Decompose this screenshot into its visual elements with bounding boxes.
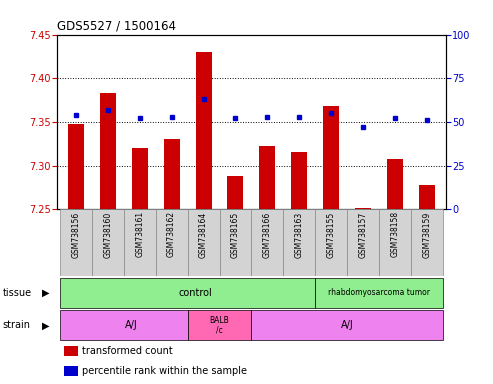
Text: ▶: ▶ — [42, 320, 49, 331]
Bar — [187, 310, 251, 341]
Bar — [419, 185, 435, 209]
Bar — [283, 209, 316, 276]
Bar — [291, 152, 307, 209]
Text: control: control — [178, 288, 212, 298]
Bar — [227, 176, 244, 209]
Bar — [65, 346, 78, 356]
Text: GSM738165: GSM738165 — [231, 211, 240, 258]
Text: GSM738161: GSM738161 — [135, 211, 144, 257]
Text: tissue: tissue — [2, 288, 32, 298]
Bar — [411, 209, 443, 276]
Text: GSM738163: GSM738163 — [295, 211, 304, 258]
Text: strain: strain — [2, 320, 31, 331]
Bar — [323, 106, 339, 209]
Text: GSM738162: GSM738162 — [167, 211, 176, 257]
Bar — [355, 207, 371, 209]
Text: GSM738164: GSM738164 — [199, 211, 208, 258]
Text: GDS5527 / 1500164: GDS5527 / 1500164 — [57, 20, 176, 33]
Text: GSM738160: GSM738160 — [103, 211, 112, 258]
Bar — [251, 209, 283, 276]
Text: percentile rank within the sample: percentile rank within the sample — [82, 366, 247, 376]
Bar — [219, 209, 251, 276]
Bar — [60, 209, 92, 276]
Bar — [196, 52, 211, 209]
Bar — [100, 93, 116, 209]
Text: GSM738166: GSM738166 — [263, 211, 272, 258]
Bar — [316, 209, 347, 276]
Bar — [132, 148, 148, 209]
Bar — [187, 209, 219, 276]
Bar — [68, 124, 84, 209]
Bar — [65, 366, 78, 376]
Bar — [60, 310, 187, 341]
Bar — [124, 209, 156, 276]
Text: GSM738158: GSM738158 — [390, 211, 400, 257]
Bar — [379, 209, 411, 276]
Text: rhabdomyosarcoma tumor: rhabdomyosarcoma tumor — [328, 288, 430, 297]
Text: A/J: A/J — [125, 320, 138, 331]
Text: GSM738157: GSM738157 — [359, 211, 368, 258]
Bar — [259, 146, 276, 209]
Bar — [347, 209, 379, 276]
Bar — [92, 209, 124, 276]
Bar — [387, 159, 403, 209]
Bar — [60, 278, 316, 308]
Bar — [156, 209, 187, 276]
Text: A/J: A/J — [341, 320, 353, 331]
Text: GSM738156: GSM738156 — [71, 211, 80, 258]
Text: GSM738155: GSM738155 — [327, 211, 336, 258]
Bar — [251, 310, 443, 341]
Text: GSM738159: GSM738159 — [423, 211, 431, 258]
Text: BALB
/c: BALB /c — [210, 316, 229, 335]
Bar — [316, 278, 443, 308]
Text: ▶: ▶ — [42, 288, 49, 298]
Text: transformed count: transformed count — [82, 346, 173, 356]
Bar — [164, 139, 179, 209]
